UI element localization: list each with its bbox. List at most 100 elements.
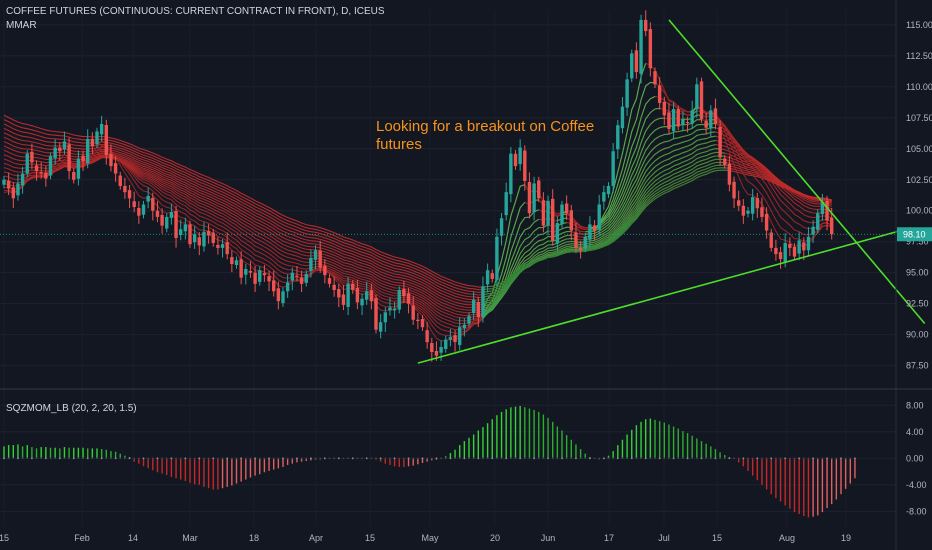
candle-body	[239, 259, 243, 278]
y-axis-momentum: 8.00 4.00 0.00 -4.00 -8.00	[906, 400, 927, 516]
candle-body	[230, 257, 234, 265]
squeeze-dot	[277, 457, 280, 460]
candle-body	[690, 110, 694, 124]
histogram	[3, 405, 856, 518]
candle-body	[337, 289, 341, 298]
squeeze-dot	[440, 457, 442, 460]
squeeze-dot	[305, 457, 308, 460]
price-tick-label: 92.50	[906, 299, 929, 309]
candle-body	[137, 208, 141, 216]
squeeze-dot	[816, 457, 819, 460]
candle-body	[332, 284, 336, 291]
candle-body	[792, 246, 797, 257]
squeeze-dot	[547, 457, 549, 460]
candle-body	[555, 223, 560, 244]
candle-body	[490, 273, 494, 279]
candle-body	[253, 272, 257, 284]
squeeze-dot	[68, 457, 70, 460]
squeeze-dot	[533, 457, 535, 460]
candle-body	[476, 301, 480, 318]
squeeze-dot	[379, 457, 382, 460]
squeeze-dot	[649, 457, 652, 460]
candle-body	[816, 213, 820, 230]
candle-body	[58, 147, 62, 152]
squeeze-dot	[40, 457, 43, 460]
squeeze-dot	[319, 457, 322, 460]
candle-body	[551, 198, 555, 241]
candle-body	[499, 218, 504, 236]
squeeze-dot	[644, 457, 647, 460]
squeeze-dot	[514, 457, 517, 460]
price-tick-label: 87.50	[906, 361, 929, 371]
candle-body	[783, 242, 787, 263]
candle-body	[109, 153, 113, 167]
candle-body	[444, 339, 448, 350]
squeeze-dot	[682, 457, 684, 460]
squeeze-dot	[240, 457, 243, 460]
squeeze-dot	[207, 457, 210, 460]
candle-body	[285, 282, 290, 292]
squeeze-dot	[542, 457, 545, 460]
squeeze-dot	[389, 457, 391, 460]
squeeze-dot	[621, 457, 624, 460]
squeeze-dot	[830, 457, 833, 460]
squeeze-dot	[249, 457, 252, 460]
price-tick-label: 107.50	[906, 113, 932, 123]
squeeze-dot	[486, 457, 489, 460]
squeeze-dot	[565, 457, 568, 460]
squeeze-dot	[463, 457, 466, 460]
squeeze-dot	[258, 457, 261, 460]
candle-body	[360, 298, 364, 306]
candle-body	[234, 260, 239, 265]
squeeze-dot	[203, 457, 205, 460]
squeeze-dot	[737, 457, 740, 460]
candle-body	[216, 244, 220, 248]
squeeze-dot	[175, 457, 177, 460]
candle-body	[481, 286, 485, 318]
squeeze-dot	[31, 457, 33, 460]
price-tick-label: 115.00	[906, 20, 932, 30]
candle-body	[541, 200, 546, 226]
squeeze-dot	[677, 457, 680, 460]
squeeze-dot	[328, 457, 331, 460]
squeeze-dot	[151, 457, 154, 460]
squeeze-dot	[672, 457, 675, 460]
squeeze-dot	[826, 457, 828, 460]
candle-body	[72, 172, 76, 180]
x-tick-label: 19	[841, 533, 851, 543]
squeeze-dot	[416, 457, 419, 460]
candle-body	[388, 307, 392, 311]
squeeze-dot	[235, 457, 238, 460]
squeeze-dot	[775, 457, 777, 460]
squeeze-dot	[226, 457, 229, 460]
squeeze-dot	[179, 457, 182, 460]
candle-body	[425, 330, 429, 343]
candle-body	[527, 181, 532, 214]
x-tick-label: 20	[490, 533, 500, 543]
squeeze-dot	[812, 457, 814, 460]
squeeze-dot	[561, 457, 563, 460]
candle-body	[597, 204, 601, 230]
candle-body	[806, 236, 811, 251]
candle-body	[602, 192, 606, 202]
trendlines	[417, 19, 926, 364]
candle-body	[760, 207, 764, 217]
candle-body	[141, 204, 146, 215]
x-tick-label: May	[421, 533, 439, 543]
squeeze-dot	[733, 457, 735, 460]
squeeze-dot	[528, 457, 531, 460]
candle-body	[620, 106, 625, 129]
candle-body	[327, 278, 332, 284]
candle-body	[644, 19, 648, 32]
candle-body	[546, 200, 550, 226]
candle-body	[439, 347, 443, 353]
squeeze-dot	[96, 457, 98, 460]
squeeze-dot	[105, 457, 108, 460]
candle-body	[430, 343, 434, 352]
candle-body	[313, 250, 318, 260]
candle-body	[267, 276, 271, 282]
candle-body	[248, 270, 253, 273]
momentum-tick-label: 0.00	[906, 453, 924, 463]
candle-body	[323, 265, 327, 276]
squeeze-dot	[147, 457, 150, 460]
